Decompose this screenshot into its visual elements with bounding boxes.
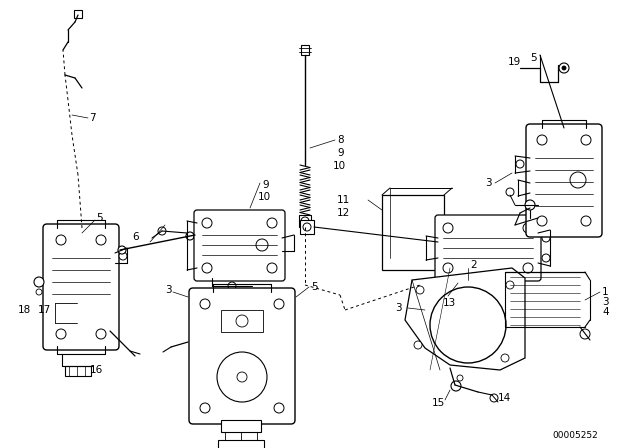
Circle shape	[416, 286, 424, 294]
Text: 1: 1	[602, 287, 609, 297]
Text: 3: 3	[395, 303, 402, 313]
Circle shape	[516, 160, 524, 168]
Text: 10: 10	[258, 192, 271, 202]
Circle shape	[256, 239, 268, 251]
Text: 9: 9	[337, 148, 344, 158]
Circle shape	[200, 299, 210, 309]
Circle shape	[580, 329, 590, 339]
Circle shape	[506, 281, 514, 289]
Text: 5: 5	[311, 282, 317, 292]
Circle shape	[537, 216, 547, 226]
Circle shape	[542, 234, 550, 242]
Circle shape	[202, 218, 212, 228]
Circle shape	[237, 372, 247, 382]
Circle shape	[34, 277, 44, 287]
Text: 19: 19	[508, 57, 521, 67]
Circle shape	[414, 341, 422, 349]
Text: 5: 5	[530, 53, 536, 63]
Circle shape	[581, 216, 591, 226]
Circle shape	[506, 188, 514, 196]
Text: 3: 3	[602, 297, 609, 307]
Circle shape	[96, 329, 106, 339]
Bar	[218, 440, 264, 448]
Circle shape	[301, 217, 309, 225]
Bar	[221, 420, 261, 432]
Polygon shape	[405, 268, 525, 370]
Circle shape	[228, 282, 236, 290]
Text: 3: 3	[165, 285, 172, 295]
Circle shape	[236, 315, 248, 327]
Text: 10: 10	[333, 161, 346, 171]
Circle shape	[525, 200, 535, 210]
Circle shape	[430, 287, 506, 363]
Circle shape	[274, 403, 284, 413]
Circle shape	[186, 232, 194, 240]
Bar	[65, 366, 91, 376]
Circle shape	[443, 223, 453, 233]
Text: 8: 8	[337, 135, 344, 145]
Text: 16: 16	[90, 365, 103, 375]
Text: 11: 11	[337, 195, 350, 205]
Circle shape	[118, 246, 126, 254]
Circle shape	[56, 235, 66, 245]
Circle shape	[523, 263, 533, 273]
Text: 5: 5	[96, 213, 102, 223]
Circle shape	[501, 354, 509, 362]
Text: 4: 4	[602, 307, 609, 317]
Circle shape	[451, 381, 461, 391]
Text: 15: 15	[432, 398, 445, 408]
Circle shape	[581, 135, 591, 145]
Circle shape	[119, 252, 127, 260]
Circle shape	[469, 274, 477, 282]
Bar	[299, 215, 311, 227]
Circle shape	[559, 63, 569, 73]
Text: 7: 7	[89, 113, 95, 123]
Bar	[300, 220, 314, 234]
Circle shape	[202, 263, 212, 273]
Text: 12: 12	[337, 208, 350, 218]
Text: 13: 13	[443, 298, 456, 308]
Circle shape	[457, 375, 463, 381]
Text: 9: 9	[262, 180, 269, 190]
Bar	[74, 10, 82, 18]
FancyBboxPatch shape	[526, 124, 602, 237]
Circle shape	[267, 218, 277, 228]
Circle shape	[490, 394, 498, 402]
Circle shape	[443, 263, 453, 273]
Circle shape	[570, 172, 586, 188]
Circle shape	[562, 66, 566, 70]
Circle shape	[158, 227, 166, 235]
Circle shape	[537, 135, 547, 145]
FancyBboxPatch shape	[194, 210, 285, 281]
Circle shape	[96, 235, 106, 245]
Circle shape	[523, 223, 533, 233]
FancyBboxPatch shape	[435, 215, 541, 281]
Circle shape	[303, 223, 311, 231]
Text: 00005252: 00005252	[552, 431, 598, 439]
Circle shape	[36, 289, 42, 295]
Text: 18: 18	[18, 305, 31, 315]
Circle shape	[267, 263, 277, 273]
Text: 6: 6	[132, 232, 139, 242]
FancyBboxPatch shape	[189, 288, 295, 424]
Circle shape	[56, 329, 66, 339]
Circle shape	[274, 299, 284, 309]
Bar	[301, 45, 309, 55]
Bar	[221, 310, 263, 332]
Circle shape	[200, 403, 210, 413]
Text: 2: 2	[470, 260, 477, 270]
Text: 14: 14	[498, 393, 511, 403]
Text: 3: 3	[485, 178, 492, 188]
Circle shape	[542, 254, 550, 262]
Bar	[382, 195, 444, 270]
Text: 17: 17	[38, 305, 51, 315]
FancyBboxPatch shape	[43, 224, 119, 350]
Circle shape	[217, 352, 267, 402]
Circle shape	[484, 274, 492, 282]
